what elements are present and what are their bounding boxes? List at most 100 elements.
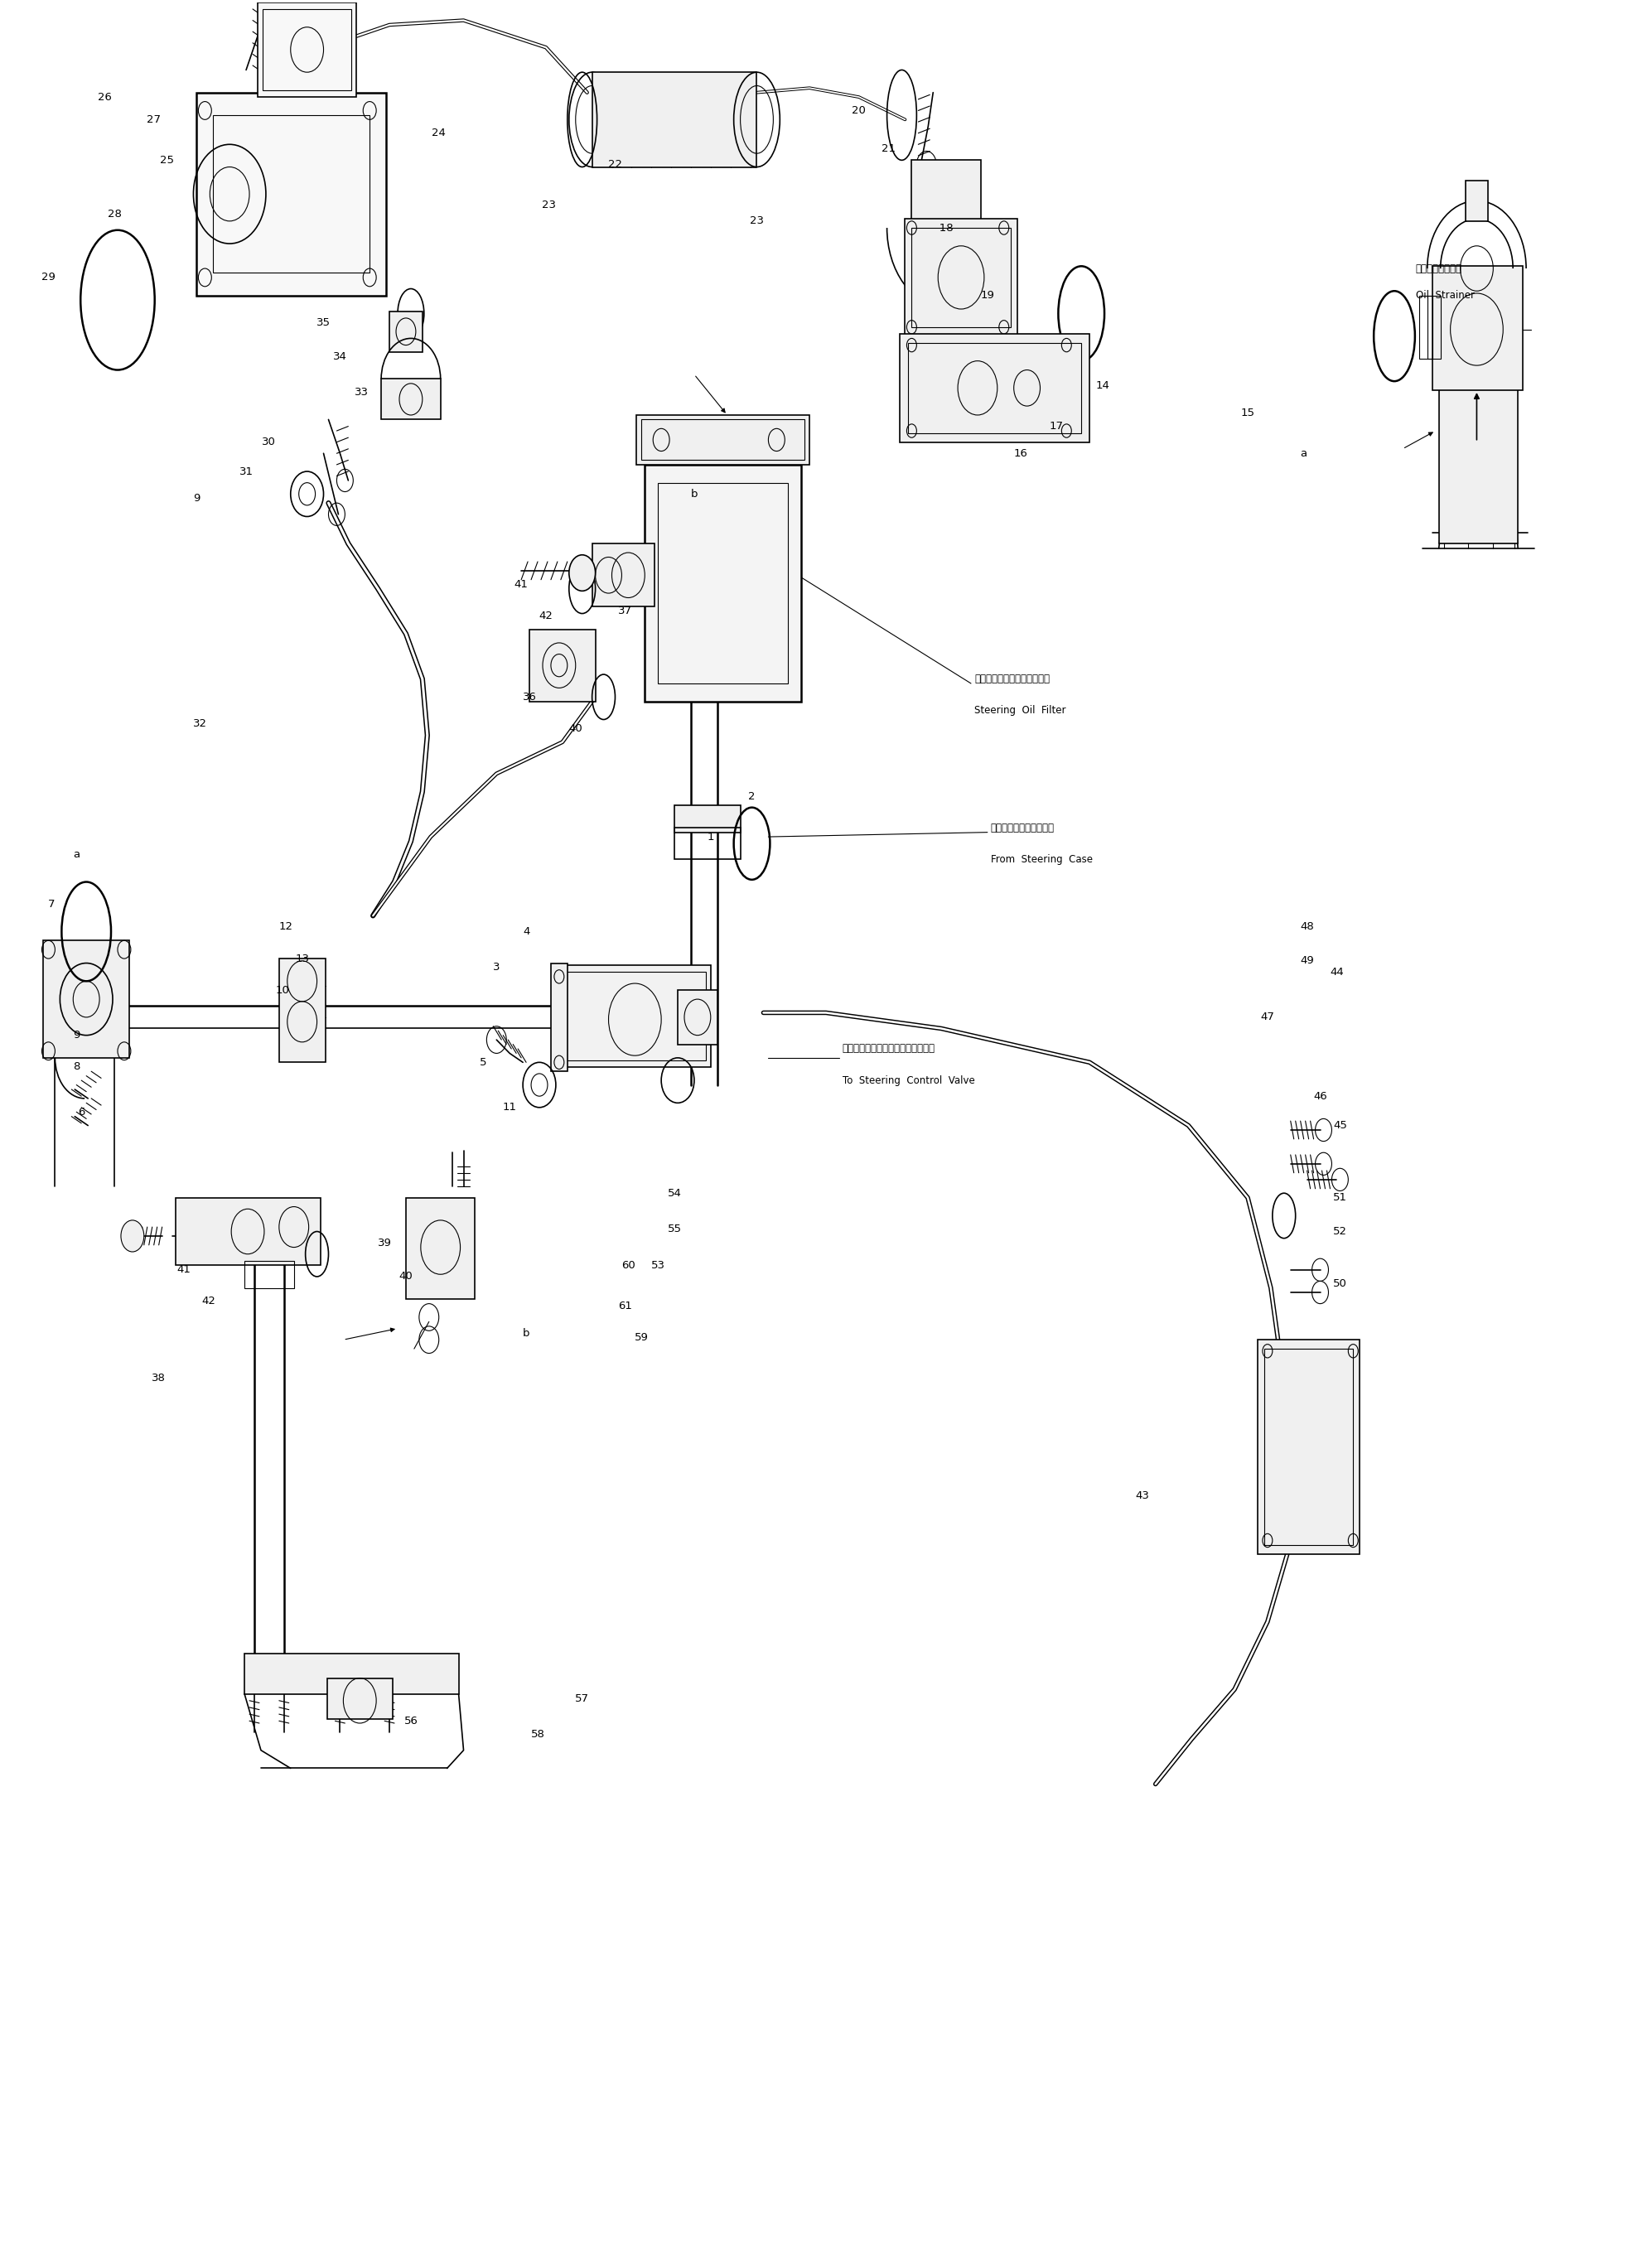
Text: 45: 45 (1333, 1121, 1346, 1130)
Bar (657, 484, 788, 683)
Text: 17: 17 (1049, 420, 1064, 432)
Text: To  Steering  Control  Valve: To Steering Control Valve (843, 1076, 975, 1085)
Text: Steering  Oil  Filter: Steering Oil Filter (975, 705, 1066, 716)
Text: 41: 41 (177, 1263, 190, 1275)
Text: 35: 35 (317, 316, 330, 328)
Text: 50: 50 (1333, 1277, 1346, 1288)
Bar (900, 334, 1090, 443)
Text: b: b (522, 1327, 530, 1338)
Text: 49: 49 (1300, 956, 1313, 967)
Bar (244, 1654, 459, 1693)
Text: 44: 44 (1330, 967, 1343, 979)
Bar (244, 1261, 294, 1288)
Text: 43: 43 (1135, 1489, 1150, 1501)
Text: 20: 20 (852, 106, 866, 115)
Bar (1257, 1340, 1360, 1555)
Text: 42: 42 (202, 1295, 215, 1306)
Text: 27: 27 (147, 115, 160, 124)
Text: 14: 14 (1095, 380, 1110, 391)
Bar (1419, 296, 1432, 359)
Text: ステアリングケースから: ステアリングケースから (991, 823, 1054, 834)
Bar (677, 990, 717, 1044)
Text: 2: 2 (748, 791, 755, 802)
Text: Oil  Strainer: Oil Strainer (1416, 289, 1475, 301)
Text: 60: 60 (621, 1259, 636, 1270)
Bar (279, 958, 325, 1062)
Text: 53: 53 (651, 1259, 666, 1270)
Text: 26: 26 (97, 93, 111, 102)
Text: 10: 10 (276, 985, 289, 997)
Bar (406, 1198, 476, 1300)
Bar (912, 228, 1011, 328)
Text: 8: 8 (73, 1062, 79, 1071)
Text: 3: 3 (492, 963, 501, 974)
Text: 22: 22 (608, 158, 623, 170)
Bar (591, 545, 654, 606)
Bar (674, 827, 740, 859)
Text: 36: 36 (522, 692, 537, 703)
Text: 58: 58 (530, 1729, 545, 1740)
Text: 11: 11 (502, 1103, 517, 1112)
Text: 9: 9 (193, 493, 200, 504)
Text: 1: 1 (707, 832, 714, 843)
Bar (1427, 296, 1441, 359)
Text: 9: 9 (73, 1031, 79, 1040)
Bar (1432, 267, 1523, 391)
Text: 31: 31 (240, 466, 253, 477)
Bar (1439, 382, 1518, 545)
Bar (197, 93, 387, 296)
Text: 56: 56 (403, 1715, 418, 1727)
Bar (909, 344, 1082, 434)
Bar (175, 1198, 320, 1266)
Text: 37: 37 (618, 606, 633, 617)
Text: 52: 52 (1333, 1227, 1346, 1236)
Text: 21: 21 (882, 145, 895, 154)
Circle shape (121, 1220, 144, 1252)
Text: 4: 4 (522, 927, 530, 938)
Text: b: b (691, 488, 697, 499)
Bar (550, 963, 567, 1071)
Text: ステアリングコントロールバルブへ: ステアリングコントロールバルブへ (843, 1044, 935, 1053)
Text: 13: 13 (296, 954, 309, 965)
Bar (1465, 181, 1488, 221)
Text: 5: 5 (479, 1058, 487, 1067)
Text: 40: 40 (400, 1270, 413, 1281)
Bar (591, 72, 757, 167)
Bar (674, 805, 740, 832)
Bar (327, 1679, 393, 1718)
Bar (43, 940, 129, 1058)
Text: 55: 55 (667, 1225, 682, 1234)
Bar (530, 628, 595, 701)
Bar (382, 380, 441, 420)
Bar (912, 160, 981, 228)
Text: 15: 15 (1241, 407, 1256, 418)
Text: 48: 48 (1300, 922, 1313, 933)
Text: ステアリングオイルフィルタ: ステアリングオイルフィルタ (975, 673, 1049, 685)
Text: 7: 7 (48, 899, 55, 911)
Bar (905, 219, 1018, 337)
Text: 59: 59 (634, 1331, 649, 1342)
Bar (558, 965, 710, 1067)
Text: 28: 28 (107, 208, 121, 219)
Text: 51: 51 (1333, 1193, 1346, 1202)
Bar (390, 312, 423, 353)
Text: 57: 57 (575, 1693, 590, 1704)
Bar (263, 9, 352, 90)
Text: 38: 38 (152, 1372, 165, 1383)
Bar (641, 420, 805, 461)
Bar (1264, 1349, 1353, 1546)
Text: 33: 33 (355, 386, 368, 398)
Circle shape (568, 556, 595, 590)
Text: 19: 19 (980, 289, 995, 301)
Text: 41: 41 (514, 579, 529, 590)
Text: 46: 46 (1313, 1092, 1327, 1101)
Text: 12: 12 (279, 922, 292, 933)
Text: 47: 47 (1260, 1012, 1274, 1022)
Text: 61: 61 (618, 1300, 633, 1311)
Text: 54: 54 (667, 1189, 681, 1198)
Bar (636, 416, 809, 466)
Text: a: a (73, 850, 79, 861)
Text: 25: 25 (160, 154, 173, 165)
Text: 42: 42 (539, 610, 553, 622)
Text: 39: 39 (378, 1238, 392, 1248)
